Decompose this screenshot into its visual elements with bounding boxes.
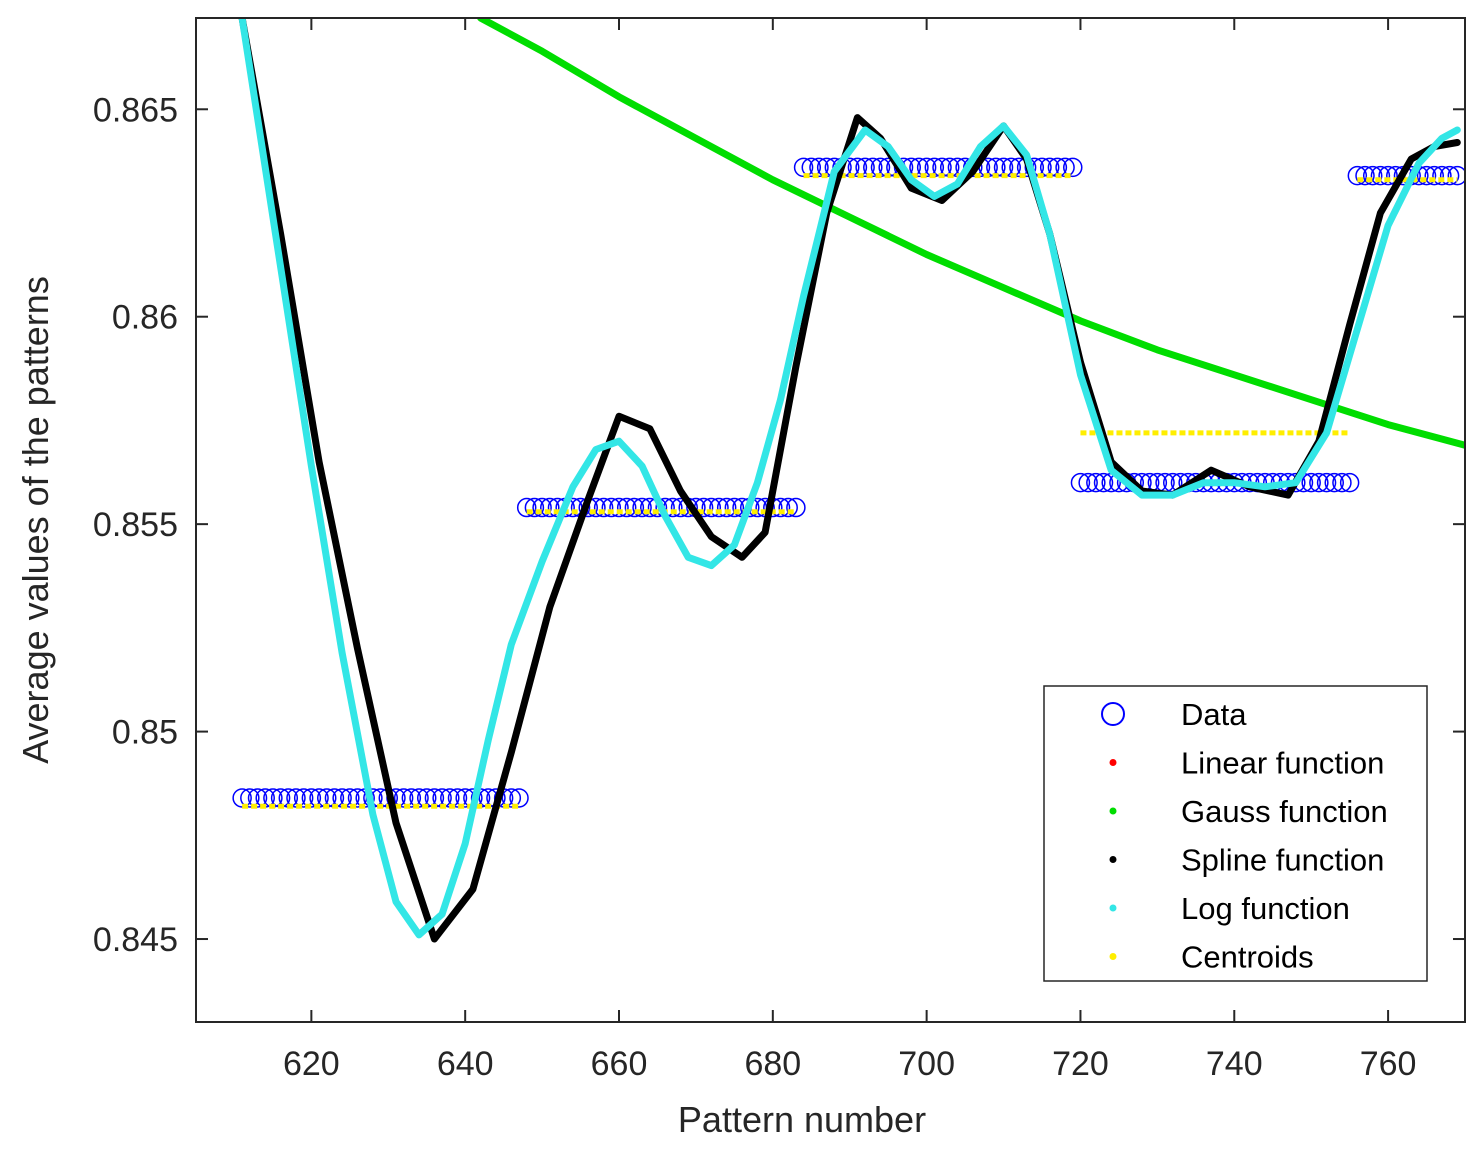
data-point <box>1339 472 1360 493</box>
x-tick-label: 620 <box>283 1045 340 1083</box>
data-point <box>801 157 822 178</box>
data-point <box>1078 472 1098 493</box>
y-tick-label: 0.865 <box>93 91 178 129</box>
data-point <box>593 497 614 518</box>
data-point <box>1301 472 1321 493</box>
legend-label: Data <box>1181 697 1247 732</box>
data-point <box>1063 157 1083 178</box>
legend-marker-centroids <box>1109 953 1117 960</box>
data-point <box>1432 165 1452 186</box>
data-point <box>863 157 883 178</box>
data-point <box>855 157 875 178</box>
data-point <box>1347 165 1368 186</box>
data-point <box>301 788 322 808</box>
data-point <box>540 497 560 518</box>
data-point <box>1086 472 1106 493</box>
x-tick-label: 680 <box>744 1045 801 1083</box>
legend-label: Centroids <box>1181 940 1314 975</box>
legend-marker-spline-function <box>1109 856 1117 863</box>
x-tick-label: 660 <box>591 1045 648 1083</box>
legend: Data Linear function Gauss function Spline … <box>1043 685 1428 982</box>
data-point <box>1416 165 1437 186</box>
data-point <box>1070 472 1091 493</box>
plot-marks <box>232 18 1465 943</box>
data-point <box>1355 165 1375 186</box>
data-point <box>786 497 806 518</box>
y-tick-label: 0.86 <box>112 299 178 337</box>
data-point <box>240 788 260 808</box>
data-point <box>1316 472 1337 493</box>
data-point <box>1447 165 1465 186</box>
gauss-function-line <box>477 18 1465 449</box>
x-tick-label: 740 <box>1206 1045 1263 1083</box>
data-point <box>524 497 545 518</box>
data-point <box>1093 472 1114 493</box>
data-point <box>340 788 360 808</box>
plot-area-border <box>195 17 1466 1023</box>
y-axis-title: Average values of the patterns <box>15 276 56 764</box>
data-point <box>532 497 552 518</box>
legend-label: Log function <box>1181 891 1350 926</box>
data-point <box>916 157 937 178</box>
legend-marker-data <box>1101 702 1125 726</box>
legend-box <box>1043 685 1428 982</box>
data-point <box>609 497 629 518</box>
data-point <box>293 788 314 808</box>
data-point <box>1309 472 1329 493</box>
x-tick-label: 760 <box>1360 1045 1417 1083</box>
data-point <box>1324 472 1345 493</box>
data-point <box>1370 165 1391 186</box>
data-point <box>847 157 868 178</box>
legend-marker-linear-function <box>1109 759 1117 766</box>
axes: 620 640 660 680 700 720 740 760 0.845 0.85 0.855 0.… <box>93 18 1465 1083</box>
data-point <box>778 497 798 518</box>
data-point <box>509 788 529 808</box>
legend-label: Spline function <box>1181 843 1384 878</box>
y-tick-label: 0.845 <box>93 921 178 959</box>
x-axis-title: Pattern number <box>678 1099 926 1140</box>
data-point <box>624 497 645 518</box>
data-point <box>616 497 637 518</box>
data-point <box>401 788 422 808</box>
data-point <box>447 788 468 808</box>
data-point <box>809 157 829 178</box>
data-point <box>393 788 414 808</box>
data-point <box>1332 472 1352 493</box>
data-point <box>601 497 622 518</box>
data-point <box>716 497 737 518</box>
data-point <box>909 157 929 178</box>
data-point <box>709 497 729 518</box>
data-point <box>1439 165 1460 186</box>
legend-label: Gauss function <box>1181 794 1388 829</box>
x-tick-label: 720 <box>1052 1045 1109 1083</box>
x-tick-label: 640 <box>437 1045 494 1083</box>
data-point <box>724 497 745 518</box>
y-tick-label: 0.855 <box>93 506 178 544</box>
data-point <box>1362 165 1383 186</box>
data-point <box>247 788 268 808</box>
data-point <box>1424 165 1444 186</box>
log-function-group <box>238 18 1461 939</box>
y-tick-label: 0.85 <box>112 714 178 752</box>
data-point <box>632 497 652 518</box>
data-point <box>701 497 722 518</box>
legend-marker-gauss-function <box>1109 807 1117 815</box>
legend-label: Linear function <box>1181 746 1384 781</box>
data-point <box>286 788 306 808</box>
x-tick-label: 700 <box>898 1045 955 1083</box>
data-point <box>1378 165 1398 186</box>
legend-marker-log-function <box>1109 904 1117 912</box>
data-point <box>516 497 537 518</box>
data-point <box>501 788 522 808</box>
